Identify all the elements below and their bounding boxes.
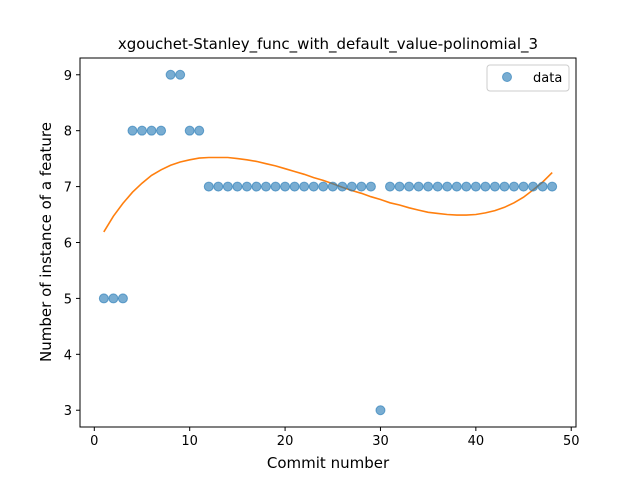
legend-label-data: data: [533, 71, 562, 86]
fit-curve: [103, 156, 553, 233]
data-point: [194, 125, 205, 136]
data-point: [146, 125, 157, 136]
data-point: [489, 181, 500, 192]
data-point: [385, 181, 395, 192]
data-point: [251, 181, 262, 192]
data-point: [213, 181, 224, 192]
data-point: [308, 181, 319, 192]
data-point: [184, 125, 195, 136]
data-point: [404, 181, 415, 192]
x-axis-label: Commit number: [267, 454, 390, 472]
data-point: [518, 181, 529, 192]
x-tick-label: 20: [277, 434, 294, 449]
data-point: [470, 181, 481, 192]
data-point: [413, 181, 424, 192]
data-point: [547, 181, 558, 192]
data-point: [509, 181, 519, 192]
x-axis: 0 10 20 30 40 50: [90, 427, 580, 449]
data-point: [346, 181, 357, 192]
x-tick-label: 0: [90, 434, 98, 449]
x-tick-label: 10: [181, 434, 198, 449]
data-point: [356, 181, 367, 192]
data-point: [299, 181, 310, 192]
data-point: [442, 181, 453, 192]
data-point: [98, 293, 109, 304]
data-point: [108, 293, 119, 304]
data-point: [127, 125, 138, 136]
data-point: [432, 181, 443, 192]
data-point: [327, 181, 338, 192]
data-point: [137, 125, 147, 136]
data-point: [528, 181, 539, 192]
data-point: [222, 181, 233, 192]
x-tick-label: 30: [372, 434, 389, 449]
x-tick-label: 50: [563, 434, 580, 449]
data-point: [499, 181, 510, 192]
x-tick-label: 40: [468, 434, 485, 449]
y-tick-label: 8: [64, 125, 72, 140]
data-point: [175, 69, 186, 80]
data-point: [537, 181, 548, 192]
data-point: [280, 181, 291, 192]
data-point: [241, 181, 252, 192]
data-point: [451, 181, 462, 192]
y-tick-label: 6: [64, 237, 72, 252]
y-axis: 3 4 5 6 7 8 9: [64, 69, 80, 419]
y-axis-label: Number of instance of a feature: [37, 122, 55, 362]
data-point: [232, 181, 243, 192]
data-point: [156, 125, 167, 136]
y-tick-label: 3: [64, 404, 72, 419]
data-point: [117, 293, 128, 304]
data-point: [261, 181, 271, 192]
data-point: [337, 181, 348, 192]
y-tick-label: 5: [64, 292, 72, 307]
data-point: [318, 181, 329, 192]
data-point: [289, 181, 300, 192]
data-point: [203, 181, 214, 192]
plot-area-frame: [79, 57, 577, 428]
data-point: [423, 181, 434, 192]
y-tick-label: 9: [64, 69, 72, 84]
legend-box: [486, 64, 570, 92]
y-tick-label: 4: [64, 348, 72, 363]
chart-title: xgouchet-Stanley_func_with_default_value…: [118, 35, 538, 54]
y-tick-label: 7: [64, 181, 72, 196]
data-point: [461, 181, 472, 192]
data-point: [365, 181, 376, 192]
legend: data: [486, 64, 570, 92]
data-point: [394, 181, 405, 192]
legend-marker-data: [502, 72, 512, 82]
data-point: [270, 181, 281, 192]
data-point: [165, 69, 176, 80]
data-point: [480, 181, 491, 192]
data-point: [375, 405, 386, 416]
